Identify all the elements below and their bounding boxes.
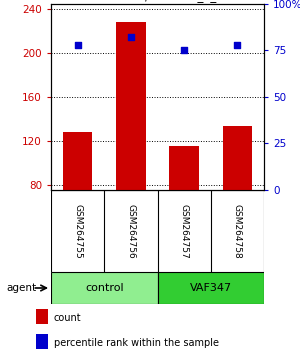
Text: GSM264755: GSM264755	[73, 204, 82, 258]
Bar	[223, 126, 252, 190]
Bar	[51, 272, 158, 304]
Bar	[63, 132, 92, 190]
Bar	[169, 146, 199, 190]
Text: count: count	[54, 313, 82, 323]
Text: VAF347: VAF347	[190, 283, 232, 293]
Point	[75, 42, 80, 47]
Text: control: control	[85, 283, 124, 293]
Text: agent: agent	[6, 283, 36, 293]
Point	[128, 34, 133, 40]
Bar	[116, 22, 146, 190]
Text: GSM264757: GSM264757	[180, 204, 189, 258]
Bar	[36, 309, 48, 324]
Text: GSM264758: GSM264758	[233, 204, 242, 258]
Point	[182, 47, 187, 53]
Bar	[36, 334, 48, 349]
Text: GSM264756: GSM264756	[126, 204, 135, 258]
Point	[235, 42, 240, 47]
Title: GDS3193 / 215373_x_at: GDS3193 / 215373_x_at	[86, 0, 229, 2]
Bar	[158, 272, 264, 304]
Text: percentile rank within the sample: percentile rank within the sample	[54, 338, 219, 348]
